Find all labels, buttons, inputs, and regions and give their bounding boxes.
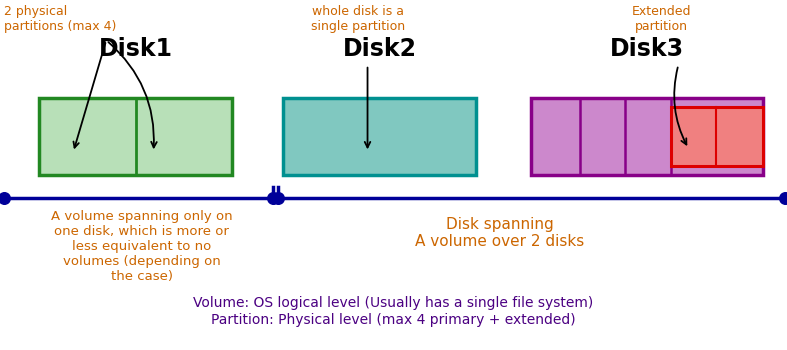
Text: Disk2: Disk2 <box>342 37 417 61</box>
Bar <box>283 98 476 175</box>
Text: Disk1: Disk1 <box>98 37 173 61</box>
Text: 2 physical
partitions (max 4): 2 physical partitions (max 4) <box>4 5 116 33</box>
Bar <box>671 107 763 166</box>
Text: Disk3: Disk3 <box>610 37 685 61</box>
Point <box>272 195 284 201</box>
Bar <box>39 98 232 175</box>
Text: whole disk is a
single partition: whole disk is a single partition <box>311 5 405 33</box>
Text: Disk spanning
A volume over 2 disks: Disk spanning A volume over 2 disks <box>415 217 585 250</box>
Point <box>267 195 279 201</box>
Point <box>778 195 787 201</box>
Text: Extended
partition: Extended partition <box>631 5 691 33</box>
Bar <box>531 98 763 175</box>
Point <box>0 195 10 201</box>
Text: Volume: OS logical level (Usually has a single file system): Volume: OS logical level (Usually has a … <box>194 296 593 310</box>
Text: Partition: Physical level (max 4 primary + extended): Partition: Physical level (max 4 primary… <box>211 313 576 327</box>
Text: A volume spanning only on
one disk, which is more or
less equivalent to no
volum: A volume spanning only on one disk, whic… <box>51 210 232 283</box>
